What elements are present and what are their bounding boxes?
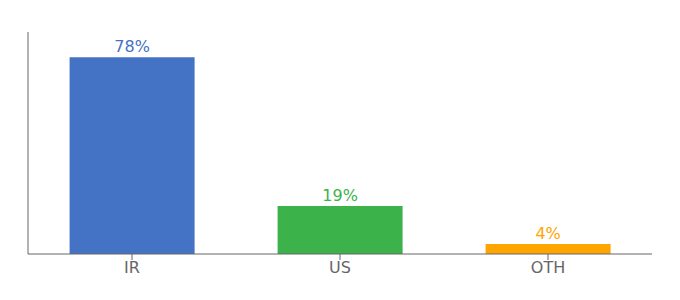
svg-text:19%: 19% [322, 186, 358, 205]
svg-text:IR: IR [124, 258, 140, 277]
svg-text:OTH: OTH [531, 258, 565, 277]
svg-text:4%: 4% [535, 224, 560, 243]
svg-text:US: US [329, 258, 351, 277]
svg-text:78%: 78% [114, 37, 150, 56]
